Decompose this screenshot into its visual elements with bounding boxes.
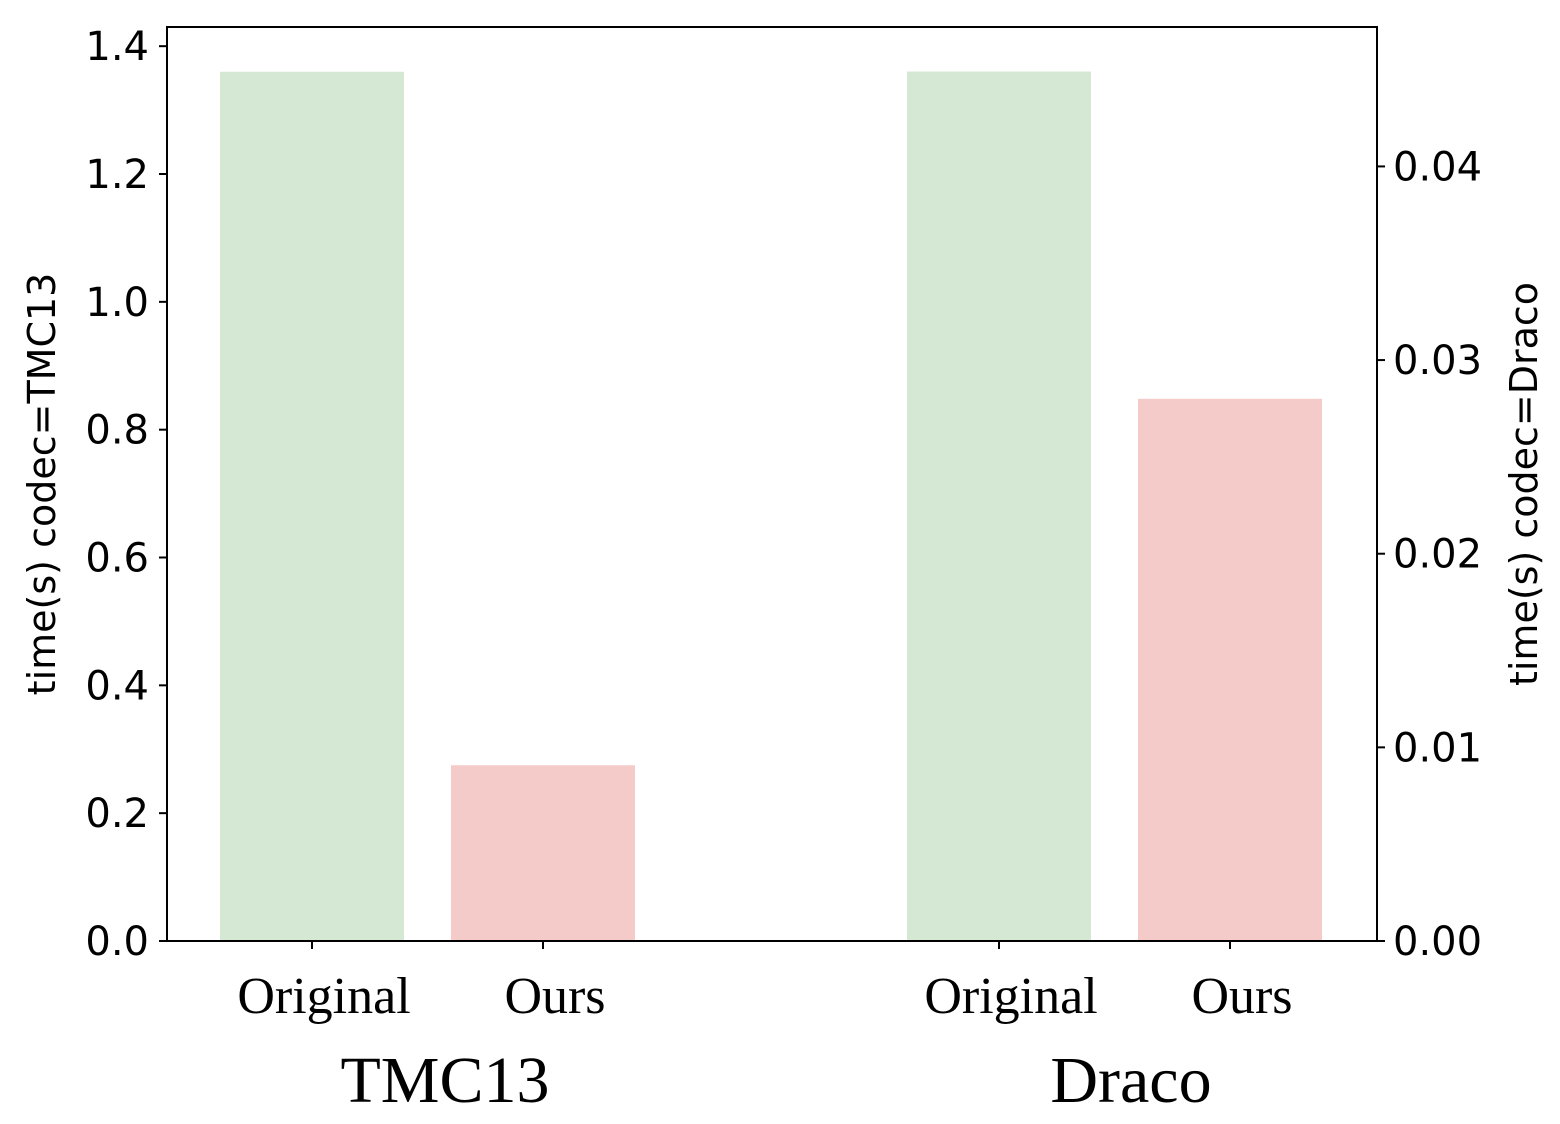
right-tick-label: 0.04 bbox=[1393, 144, 1482, 190]
left-axis-title: time(s) codec=TMC13 bbox=[20, 273, 64, 696]
left-tick-label: 1.2 bbox=[85, 152, 149, 198]
left-tick-label: 0.2 bbox=[85, 791, 149, 837]
x-tick-label-tmc13-original: Original bbox=[237, 968, 410, 1025]
bar-tmc13-ours bbox=[451, 765, 635, 941]
right-axis-title: time(s) codec=Draco bbox=[1502, 282, 1546, 686]
bar-draco-original bbox=[907, 71, 1091, 941]
left-axis: 0.0 0.2 0.4 0.6 0.8 1.0 1.2 1.4 bbox=[85, 24, 167, 965]
left-tick-label: 0.8 bbox=[85, 408, 149, 454]
x-axis: Original Ours Original Ours bbox=[237, 941, 1293, 1025]
x-tick-label-draco-original: Original bbox=[924, 968, 1097, 1025]
left-tick-label: 0.0 bbox=[85, 919, 149, 965]
right-tick-label: 0.00 bbox=[1393, 919, 1482, 965]
plot-frame bbox=[166, 26, 1378, 942]
right-tick-label: 0.02 bbox=[1393, 532, 1482, 578]
bar-tmc13-original bbox=[220, 71, 404, 941]
right-tick-label: 0.03 bbox=[1393, 338, 1482, 384]
left-tick-label: 0.4 bbox=[85, 663, 149, 709]
group-label-tmc13: TMC13 bbox=[340, 1044, 549, 1117]
left-tick-label: 1.4 bbox=[85, 24, 149, 70]
right-tick-label: 0.01 bbox=[1393, 725, 1482, 771]
left-tick-label: 1.0 bbox=[85, 280, 149, 326]
left-tick-label: 0.6 bbox=[85, 536, 149, 582]
group-label-draco: Draco bbox=[1050, 1044, 1211, 1117]
bars-layer bbox=[220, 71, 1322, 941]
right-axis: 0.00 0.01 0.02 0.03 0.04 bbox=[1377, 144, 1482, 965]
x-tick-label-draco-ours: Ours bbox=[1191, 968, 1292, 1025]
bar-draco-ours bbox=[1138, 398, 1322, 941]
x-tick-label-tmc13-ours: Ours bbox=[504, 968, 605, 1025]
